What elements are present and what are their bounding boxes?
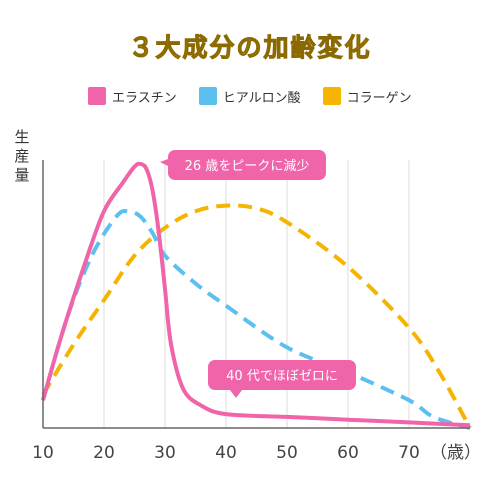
y-axis-label: 生産量 <box>14 128 30 184</box>
x-tick-label: 70 <box>398 443 420 463</box>
callout-box <box>168 150 326 180</box>
chart-title: ３大成分の加齢変化 <box>128 33 372 63</box>
axes <box>42 160 470 429</box>
legend-swatch-elastin <box>88 87 106 105</box>
x-tick-label: 60 <box>337 443 359 463</box>
legend-item-collagen: コラーゲン <box>322 87 412 106</box>
x-axis-unit: （歳） <box>430 443 481 463</box>
x-tick-label: 10 <box>32 443 54 463</box>
callout-text: 40 代でほぼゼロに <box>226 369 338 384</box>
series-line-elastin <box>41 161 471 428</box>
series-line-collagen <box>41 203 472 429</box>
series-group <box>41 161 472 430</box>
legend-item-hyaluronic: ヒアルロン酸 <box>198 87 301 106</box>
callout-pointer <box>160 159 168 166</box>
legend: エラスチン ヒアルロン酸 コラーゲン <box>88 86 434 106</box>
callout-pointer <box>230 390 242 398</box>
callout-text: 26 歳をピークに減少 <box>185 158 310 174</box>
legend-swatch-hyaluronic <box>198 87 217 105</box>
legend-label-hyaluronic: ヒアルロン酸 <box>222 90 301 106</box>
legend-label-elastin: エラスチン <box>112 90 177 106</box>
callouts: 26 歳をピークに減少 40 代でほぼゼロに <box>160 150 356 398</box>
x-tick-label: 30 <box>154 443 176 463</box>
series-line-hyaluronic <box>41 208 471 430</box>
x-tick-label: 40 <box>215 443 237 463</box>
callout-box <box>208 360 356 390</box>
x-tick-label: 50 <box>276 443 298 463</box>
legend-item-elastin: エラスチン <box>88 87 177 106</box>
x-tick-labels: 10 20 30 40 50 60 70 <box>32 443 420 463</box>
x-tick-label: 20 <box>93 443 115 463</box>
legend-swatch-collagen <box>322 87 341 105</box>
legend-label-collagen: コラーゲン <box>346 90 412 106</box>
